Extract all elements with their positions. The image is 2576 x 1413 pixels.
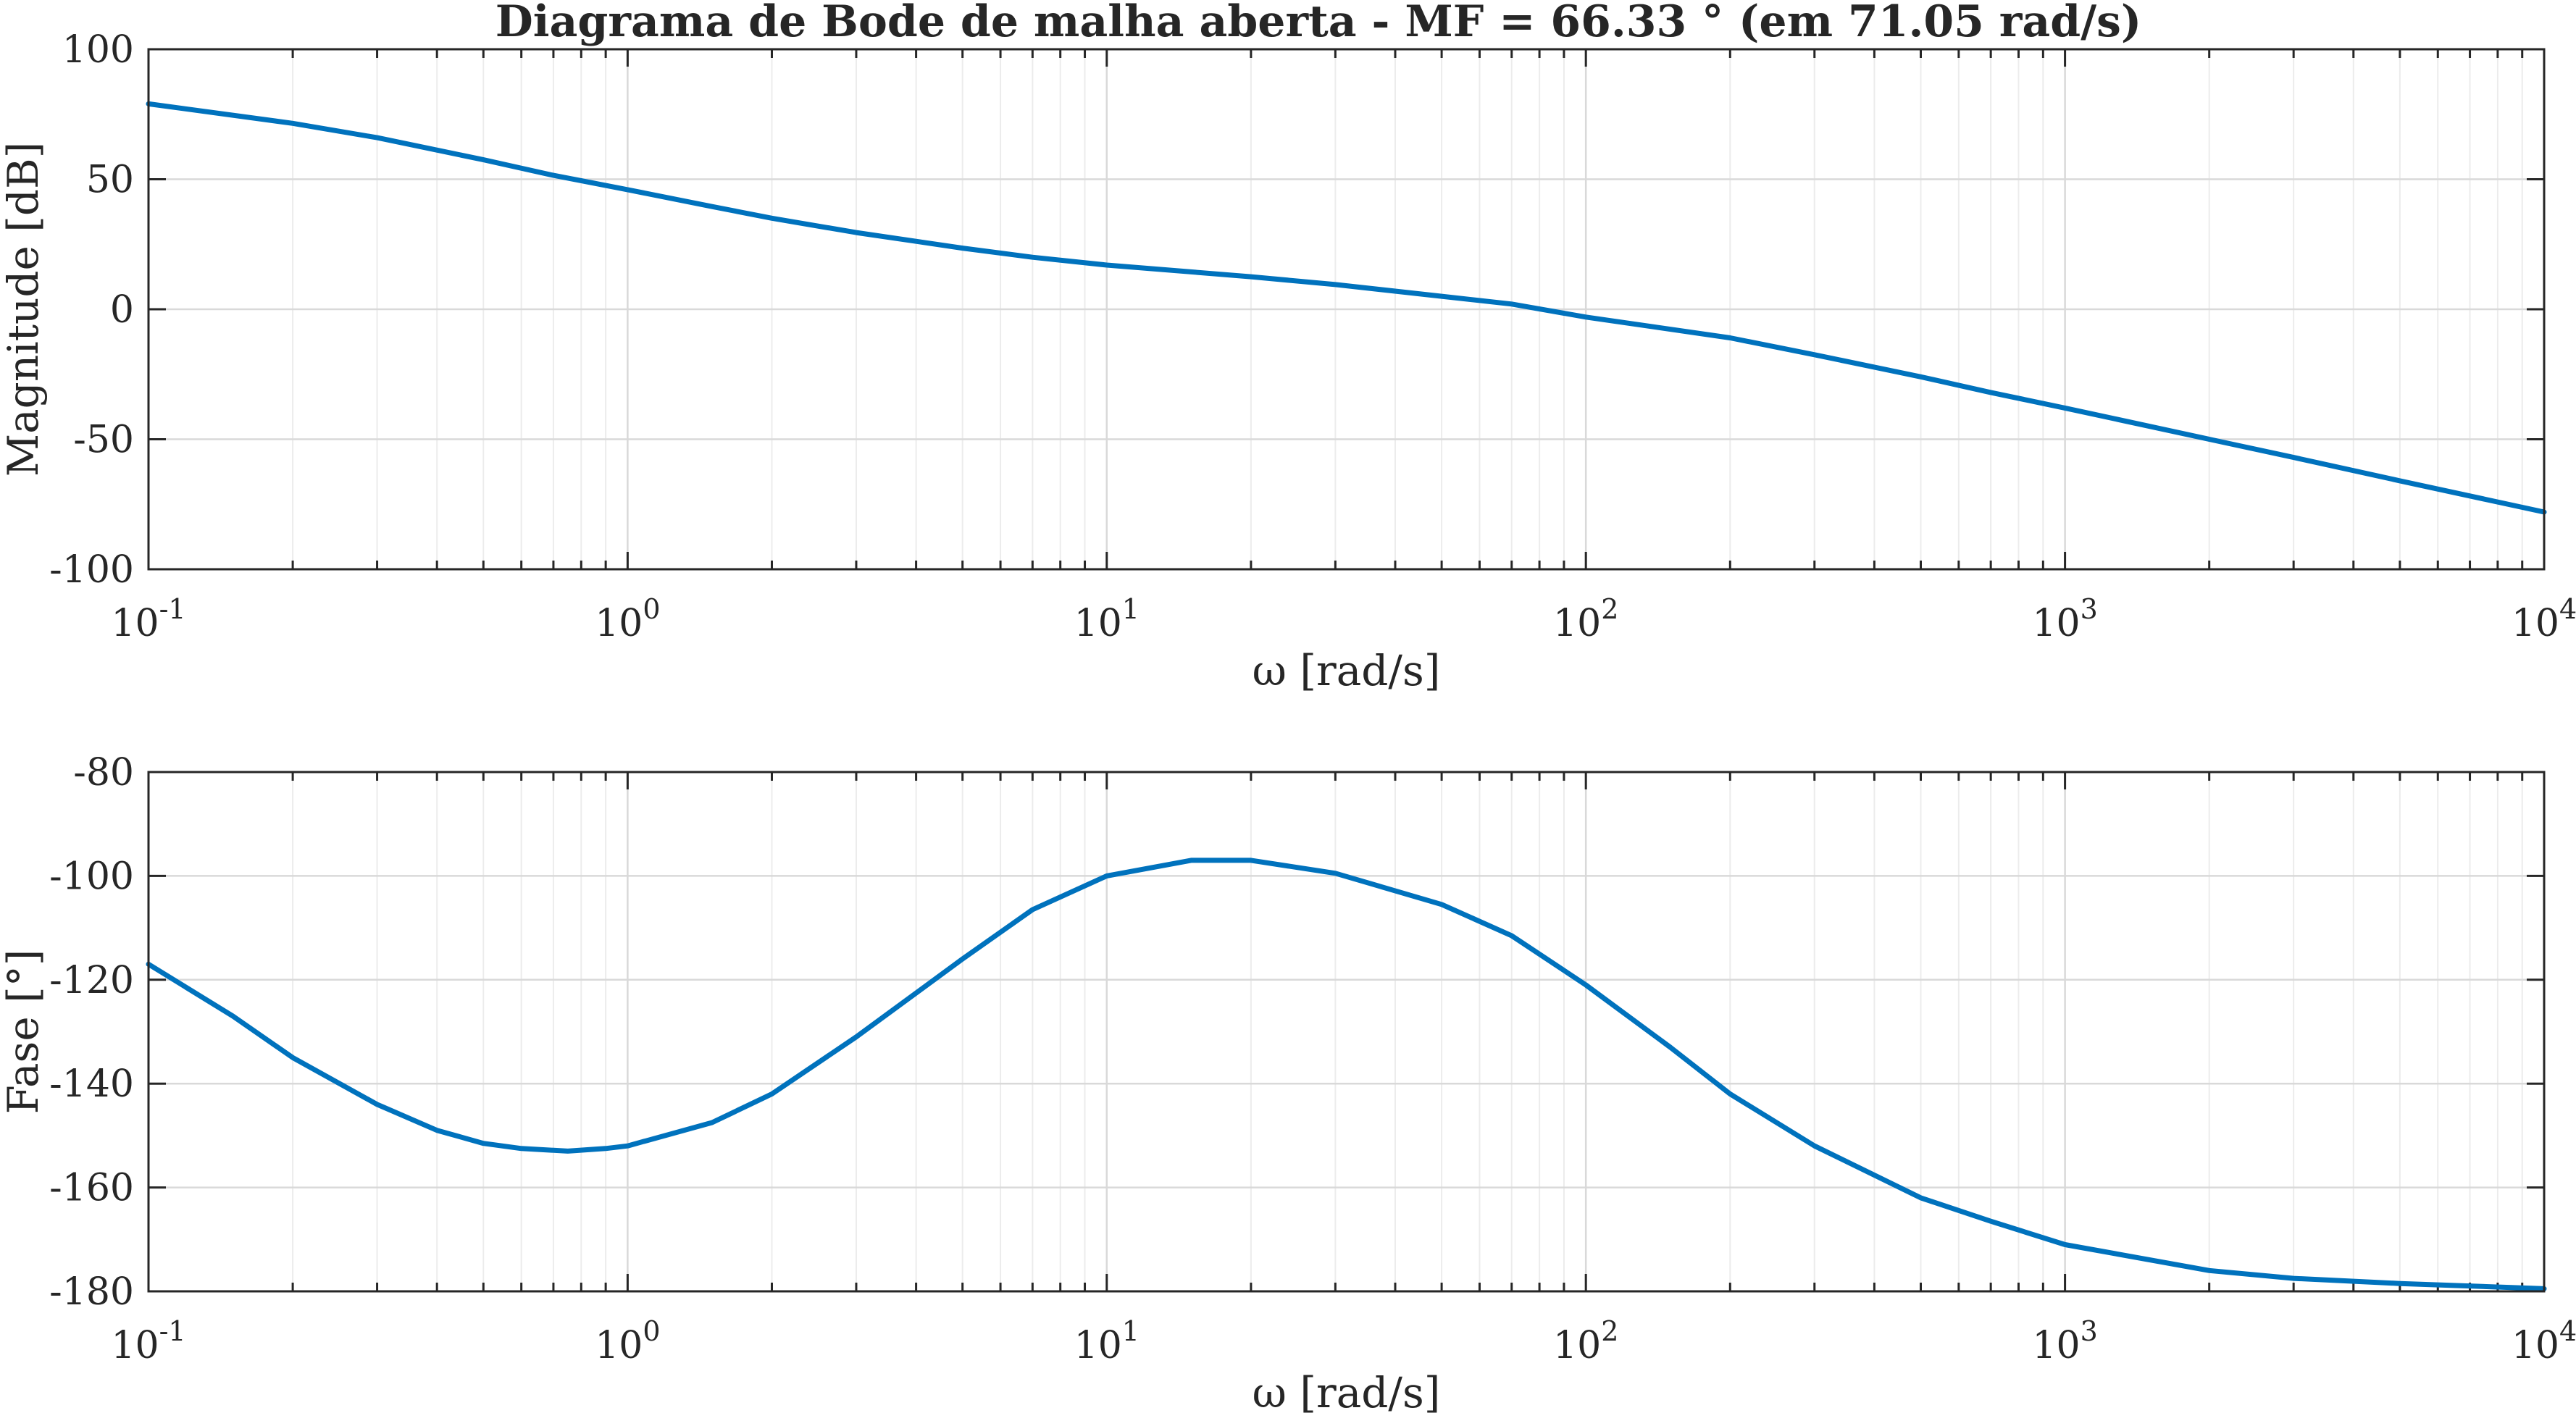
magnitude-curve: [146, 101, 2547, 515]
magnitude-x-tick-label: 101: [1074, 593, 1139, 645]
phase-y-axis-label: Fase [°]: [0, 949, 48, 1115]
phase-x-tick-label: 10-1: [111, 1315, 185, 1367]
magnitude-x-tick-label: 104: [2512, 593, 2576, 645]
magnitude-series: [146, 101, 2547, 515]
magnitude-y-tick-label: 100: [62, 28, 134, 72]
magnitude-x-tick-label: 103: [2032, 593, 2097, 645]
magnitude-y-tick-label: 0: [110, 288, 134, 332]
magnitude-x-tick-label: 10-1: [111, 593, 185, 645]
phase-ticks: [147, 771, 2546, 1293]
magnitude-y-tick-label: -50: [73, 419, 134, 462]
phase-y-tick-label: -80: [73, 751, 134, 794]
magnitude-x-tick-label: 102: [1553, 593, 1618, 645]
magnitude-grid: [147, 48, 2546, 571]
phase-x-tick-label: 102: [1553, 1315, 1618, 1367]
magnitude-x-axis-label: ω [rad/s]: [1253, 646, 1441, 695]
phase-x-tick-label: 100: [595, 1315, 660, 1367]
phase-y-tick-label: -100: [49, 855, 134, 898]
magnitude-x-tick-label: 100: [595, 593, 660, 645]
phase-series: [146, 858, 2547, 1291]
phase-x-axis-label: ω [rad/s]: [1253, 1368, 1441, 1413]
magnitude-plot: 10-1 100 101 102 103 104 -100 -50 0 50 100 ω [rad…: [0, 28, 2576, 695]
phase-x-tick-label: 103: [2032, 1315, 2097, 1367]
chart-title: Diagrama de Bode de malha aberta - MF = …: [495, 0, 2142, 47]
phase-y-tick-label: -160: [49, 1167, 134, 1210]
magnitude-x-tick-labels: 10-1 100 101 102 103 104: [111, 593, 2576, 645]
phase-y-tick-label: -140: [49, 1062, 134, 1106]
magnitude-y-tick-labels: -100 -50 0 50 100: [49, 28, 134, 592]
phase-x-tick-label: 101: [1074, 1315, 1139, 1367]
phase-y-tick-label: -120: [49, 959, 134, 1002]
magnitude-y-tick-label: -100: [49, 548, 134, 592]
phase-axes-frame: [147, 771, 2546, 1293]
magnitude-y-axis-label: Magnitude [dB]: [0, 142, 48, 477]
phase-y-tick-label: -180: [49, 1270, 134, 1314]
phase-grid: [147, 771, 2546, 1293]
phase-x-tick-label: 104: [2512, 1315, 2576, 1367]
magnitude-axes-frame: [147, 48, 2546, 571]
phase-x-tick-labels: 10-1 100 101 102 103 104: [111, 1315, 2576, 1367]
phase-curve: [146, 858, 2547, 1291]
phase-y-tick-labels: -180 -160 -140 -120 -100 -80: [49, 751, 134, 1314]
phase-plot: 10-1 100 101 102 103 104 -180 -160 -140 -120 -100…: [0, 751, 2576, 1413]
magnitude-y-tick-label: 50: [86, 159, 134, 202]
